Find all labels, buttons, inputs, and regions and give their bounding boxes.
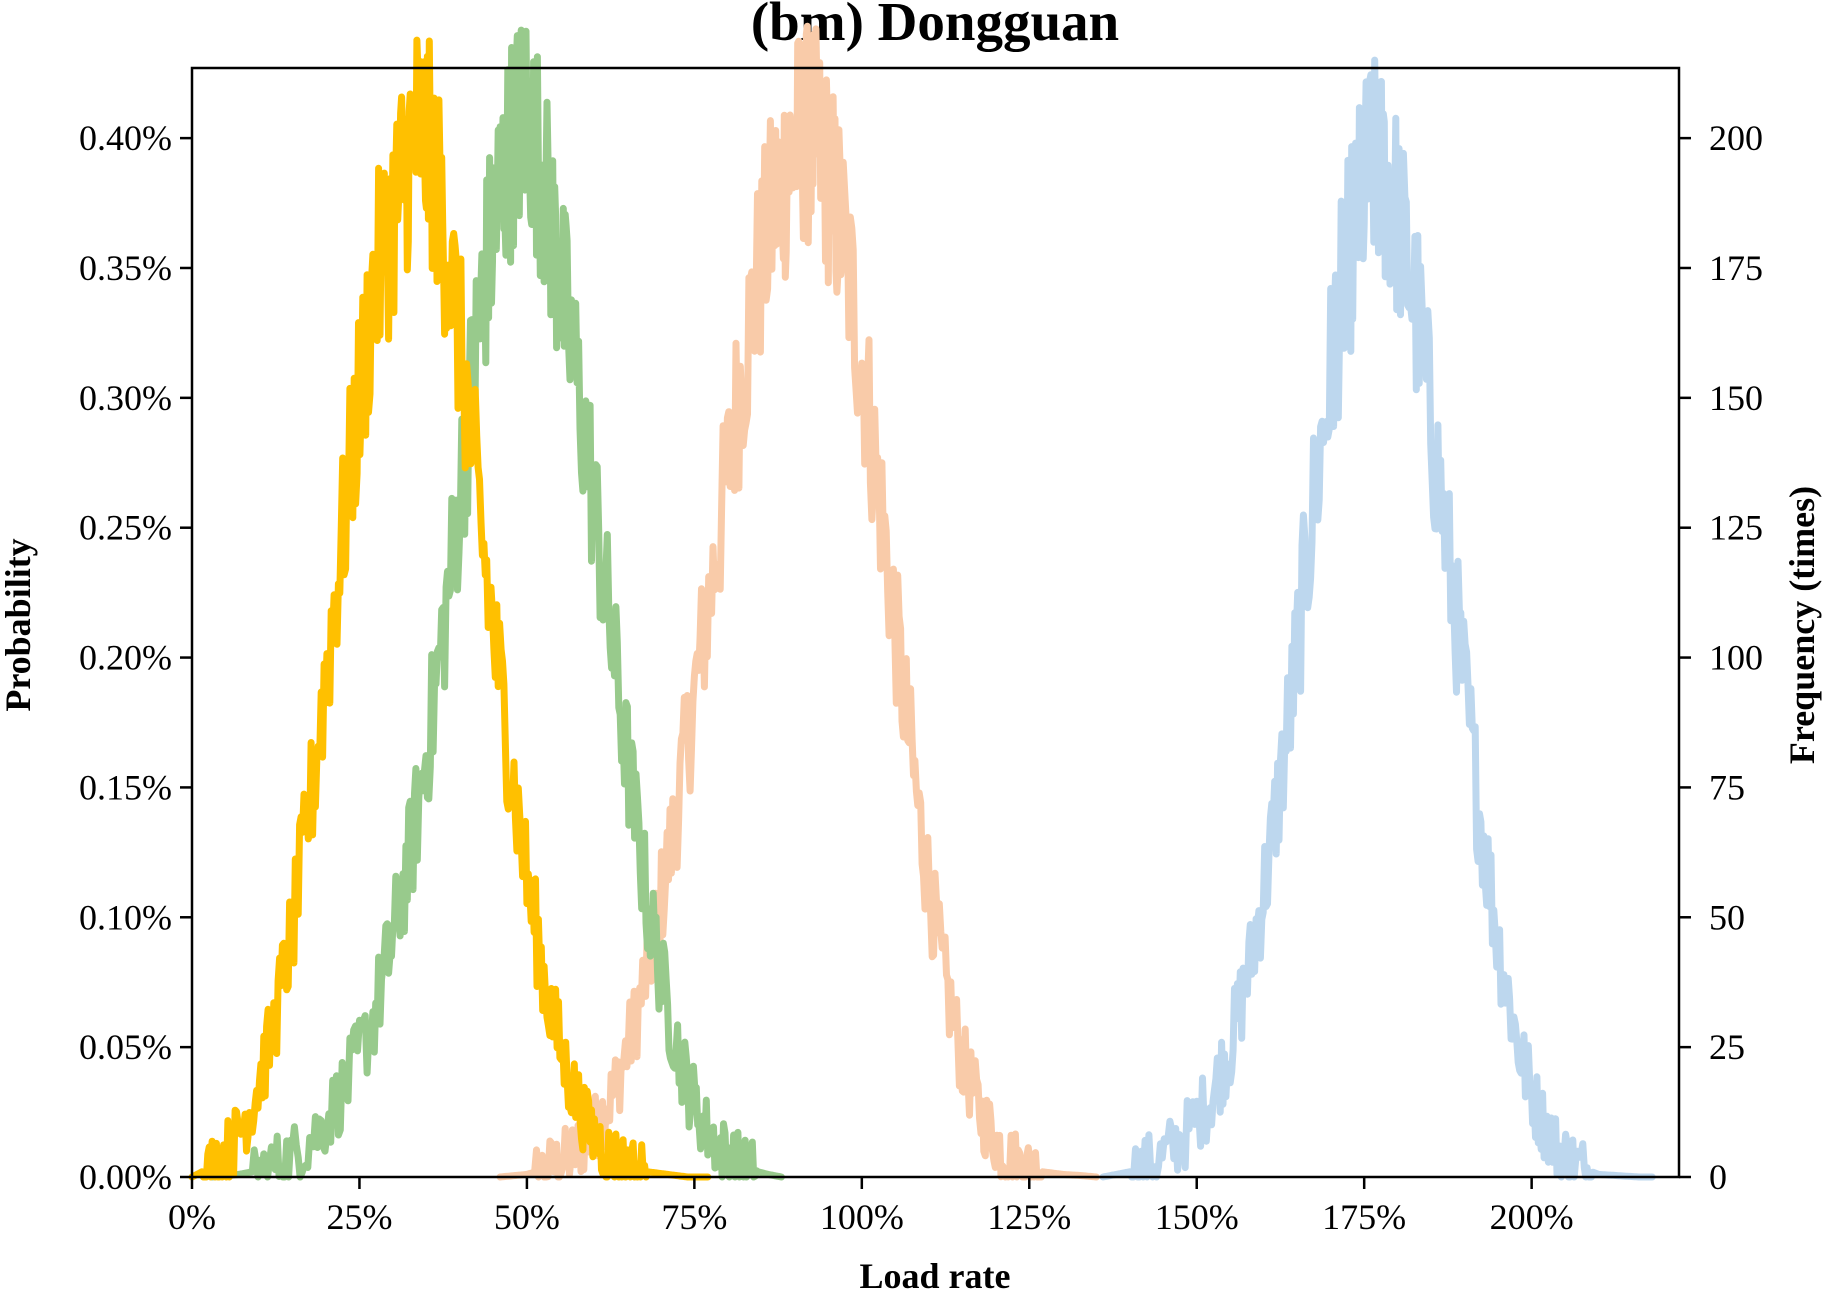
y2-tick-label: 25 <box>1709 1027 1745 1067</box>
plot-frame <box>190 66 1681 1179</box>
y-tick-label: 0.35% <box>79 248 172 288</box>
y-axis-label: Probability <box>0 538 38 711</box>
x-axis: 0% 25% 50% 75% 100% 125% 150% 175% 200% <box>168 1177 1574 1237</box>
x-tick-label: 175% <box>1322 1197 1406 1237</box>
y2-tick-label: 200 <box>1709 118 1763 158</box>
x-tick-label: 200% <box>1490 1197 1574 1237</box>
x-axis-label: Load rate <box>860 1256 1011 1296</box>
y-tick-label: 0.25% <box>79 508 172 548</box>
series-line-0 <box>496 22 1100 1181</box>
x-tick-label: 150% <box>1155 1197 1239 1237</box>
y-tick-label: 0.30% <box>79 378 172 418</box>
y2-tick-label: 100 <box>1709 638 1763 678</box>
series-layer <box>188 22 1656 1181</box>
y-axis-right: 0 25 50 75 100 125 150 175 200 <box>1679 118 1763 1197</box>
y2-tick-label: 150 <box>1709 378 1763 418</box>
x-tick-label: 125% <box>987 1197 1071 1237</box>
x-tick-label: 25% <box>326 1197 392 1237</box>
x-tick-label: 0% <box>168 1197 216 1237</box>
y2-tick-label: 0 <box>1709 1157 1727 1197</box>
y2-axis-label: Frequency (times) <box>1782 486 1822 764</box>
y-tick-label: 0.10% <box>79 897 172 937</box>
series-line-2 <box>208 26 785 1181</box>
series-line-1 <box>1099 56 1656 1181</box>
y-tick-label: 0.00% <box>79 1157 172 1197</box>
y2-tick-label: 75 <box>1709 767 1745 807</box>
x-tick-label: 100% <box>820 1197 904 1237</box>
x-tick-label: 50% <box>494 1197 560 1237</box>
y-tick-label: 0.15% <box>79 767 172 807</box>
y-axis-left: 0.00% 0.05% 0.10% 0.15% 0.20% 0.25% 0.30% 0.35%… <box>79 118 192 1197</box>
y2-tick-label: 125 <box>1709 508 1763 548</box>
y2-tick-label: 175 <box>1709 248 1763 288</box>
x-tick-label: 75% <box>661 1197 727 1237</box>
y-tick-label: 0.20% <box>79 638 172 678</box>
series-line-3 <box>188 36 712 1181</box>
y-tick-label: 0.40% <box>79 118 172 158</box>
y2-tick-label: 50 <box>1709 897 1745 937</box>
y-tick-label: 0.05% <box>79 1027 172 1067</box>
